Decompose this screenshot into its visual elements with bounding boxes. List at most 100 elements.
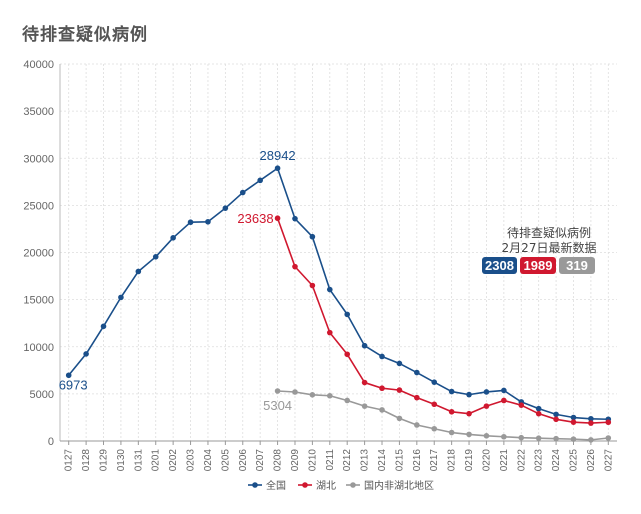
data-label: 28942 [260,148,296,163]
data-point [501,397,507,404]
x-tick-label: 0227 [603,449,614,472]
data-point [535,410,542,417]
x-tick-label: 0219 [464,449,475,472]
data-point [518,434,525,441]
data-point [570,414,577,421]
series-line [68,167,609,421]
x-tick-label: 0131 [133,449,144,472]
x-tick-label: 0211 [325,449,336,471]
x-tick-label: 0203 [186,449,197,472]
x-tick-label: 0225 [568,449,579,472]
data-point [466,431,472,438]
data-point [135,268,142,275]
legend-swatch-dot [302,482,308,488]
x-tick-label: 0224 [551,449,562,472]
y-tick-label: 0 [48,436,54,448]
grid [60,63,617,441]
page-title: 待排查疑似病例 [22,25,148,45]
y-tick-label: 15000 [23,295,54,307]
data-point [483,433,490,439]
data-label: 6973 [59,377,88,392]
x-tick-label: 0206 [238,449,249,472]
data-point [239,189,246,196]
x-tick-label: 0208 [273,449,284,472]
x-tick-label: 0226 [586,449,597,472]
y-tick-label: 5000 [30,389,54,401]
annotations: 6973 28942 23638 5304 [59,148,296,413]
data-point [483,403,490,409]
data-point [553,416,559,423]
data-point [170,235,176,241]
data-point [344,311,351,318]
data-point [379,407,385,413]
latest-badge [520,257,556,274]
data-point [535,405,542,412]
data-point [501,433,507,440]
data-point [431,379,438,385]
data-point [257,177,263,184]
latest-badge-value: 1989 [524,258,553,273]
data-point [588,420,594,426]
data-point [553,411,559,418]
data-point [326,329,333,336]
data-point [431,401,438,408]
data-point [361,379,368,386]
data-point [274,388,281,394]
x-tick-label: 0207 [255,449,266,472]
data-point [344,397,351,404]
x-tick-label: 0215 [394,449,405,472]
x-tick-label: 0129 [99,449,110,472]
data-point [205,218,211,225]
legend-swatch-dot [350,482,356,488]
y-tick-label: 30000 [23,153,54,165]
data-label: 5304 [263,398,292,413]
note-subtitle: 2月27日最新数据 [502,240,597,255]
data-point [448,388,455,395]
data-point [570,419,577,425]
data-point [326,392,333,399]
data-point [501,387,507,394]
data-point [466,410,472,417]
y-tick-label: 25000 [23,200,54,212]
data-point [361,342,368,349]
x-tick-label: 0213 [360,449,371,472]
data-point [414,369,420,376]
data-point [361,403,368,409]
x-tick-label: 0212 [342,449,353,472]
legend-label: 国内非湖北地区 [364,479,434,492]
x-tick-label: 0202 [168,449,179,472]
data-point [274,165,281,172]
series-points [65,165,612,443]
x-tick-label: 0216 [412,449,423,472]
x-axis-ticks: 0127 0128 0129 0130 0131 0201 0202 0203 0204 0205… [64,449,615,472]
x-tick-label: 0209 [290,449,301,472]
data-point [344,351,351,358]
data-point [588,437,594,443]
latest-badges: 2308 1989 319 [482,257,595,274]
legend-swatch-dot [252,482,258,488]
data-point [309,282,316,289]
data-point [379,353,385,360]
x-tick-label: 0205 [220,449,231,472]
data-point [588,415,594,422]
data-point [292,263,298,270]
data-point [553,435,559,442]
latest-badge [482,257,517,274]
note-title: 待排查疑似病例 [507,225,591,240]
data-point [605,419,612,426]
legend-label: 全国 [266,479,286,492]
x-tick-label: 0221 [499,449,510,472]
legend-label: 湖北 [316,480,336,492]
data-point [83,351,89,357]
x-tick-label: 0222 [516,449,527,472]
data-point [396,387,403,393]
data-point [483,389,490,395]
legend: 全国 湖北 国内非湖北地区 [248,479,434,492]
x-tick-label: 0223 [534,449,545,472]
series-lines [68,167,609,441]
data-point [396,360,403,367]
data-point [414,394,420,401]
data-point [187,219,194,226]
data-point [570,436,577,442]
